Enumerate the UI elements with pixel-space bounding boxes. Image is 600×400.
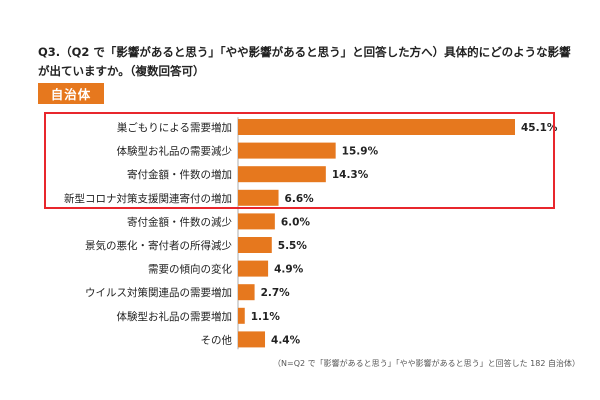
category-label: 巣ごもりによる需要増加 (117, 121, 232, 134)
category-label: ウイルス対策関連品の需要増加 (85, 286, 232, 299)
respondent-badge: 自治体 (38, 83, 104, 104)
category-label: 体験型お礼品の需要増加 (117, 310, 233, 323)
value-label: 6.6% (285, 193, 315, 205)
sample-note: （N=Q2 で「影響があると思う」「やや影響があると思う」と回答した 182 自… (273, 359, 580, 368)
bar (238, 284, 255, 301)
bar (238, 260, 269, 277)
category-label: 寄付金額・件数の増加 (127, 168, 232, 181)
category-label: 景気の悪化・寄付者の所得減少 (85, 239, 232, 252)
value-label: 1.1% (251, 311, 281, 323)
value-label: 5.5% (278, 240, 308, 252)
bar (238, 119, 515, 135)
bar (238, 142, 336, 159)
bar (238, 307, 245, 324)
value-label: 4.9% (274, 264, 304, 276)
bar (238, 189, 279, 206)
question-text: Q3.（Q2 で「影響があると思う」「やや影響があると思う」と回答した方へ）具体… (38, 45, 571, 78)
value-label: 2.7% (261, 287, 291, 299)
bar (238, 213, 275, 230)
highlight-box (44, 112, 555, 209)
bar (238, 166, 326, 183)
value-label: 45.1% (521, 122, 558, 134)
value-label: 15.9% (342, 146, 379, 158)
category-label: 需要の傾向の変化 (148, 263, 232, 276)
category-label: 寄付金額・件数の減少 (127, 215, 232, 228)
bar (238, 331, 266, 348)
category-label: 体験型お礼品の需要減少 (117, 145, 233, 158)
value-label: 6.0% (281, 216, 311, 228)
value-label: 4.4% (271, 334, 301, 346)
value-label: 14.3% (332, 169, 369, 181)
category-label: 新型コロナ対策支援関連寄付の増加 (64, 192, 232, 205)
category-label: その他 (201, 333, 233, 346)
bar (238, 237, 272, 253)
